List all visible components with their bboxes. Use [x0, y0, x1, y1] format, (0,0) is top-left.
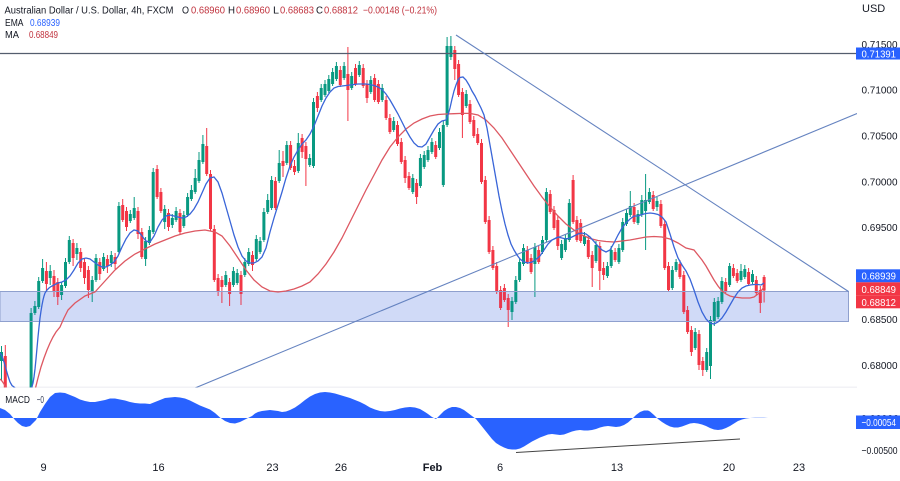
svg-text:0.68683: 0.68683: [280, 6, 314, 17]
svg-text:6: 6: [497, 462, 503, 474]
svg-text:0.68812: 0.68812: [324, 6, 358, 17]
svg-text:−0.00500: −0.00500: [862, 445, 898, 457]
svg-text:0.68849: 0.68849: [862, 284, 897, 296]
svg-text:0.68000: 0.68000: [862, 360, 898, 372]
svg-text:MACD: MACD: [5, 395, 30, 406]
svg-text:Feb: Feb: [423, 462, 443, 474]
svg-text:0.68849: 0.68849: [29, 30, 58, 41]
svg-text:26: 26: [335, 462, 347, 474]
svg-text:L: L: [273, 6, 279, 17]
svg-text:Australian Dollar / U.S. Dolla: Australian Dollar / U.S. Dollar, 4h, FXC…: [5, 6, 174, 17]
svg-text:EMA: EMA: [5, 18, 24, 29]
svg-text:0.68939: 0.68939: [30, 18, 60, 29]
svg-text:C: C: [316, 6, 323, 17]
svg-text:16: 16: [152, 462, 164, 474]
svg-text:0.68960: 0.68960: [191, 6, 225, 17]
svg-text:USD: USD: [862, 3, 885, 15]
svg-text:23: 23: [793, 462, 805, 474]
svg-text:0.69500: 0.69500: [862, 222, 898, 234]
svg-text:23: 23: [266, 462, 278, 474]
svg-text:20: 20: [723, 462, 735, 474]
svg-text:0.71391: 0.71391: [862, 48, 897, 60]
svg-text:MA: MA: [5, 30, 19, 41]
svg-text:H: H: [228, 6, 235, 17]
svg-text:0.71000: 0.71000: [862, 85, 898, 97]
svg-text:0.68960: 0.68960: [236, 6, 270, 17]
svg-text:−0: −0: [37, 395, 45, 406]
svg-text:−0.00054: −0.00054: [862, 417, 897, 429]
svg-text:0.68500: 0.68500: [862, 314, 898, 326]
svg-text:0.70000: 0.70000: [862, 176, 898, 188]
svg-text:9: 9: [40, 462, 46, 474]
svg-text:0.70500: 0.70500: [862, 131, 898, 143]
svg-text:−0.00148 (−0.21%): −0.00148 (−0.21%): [363, 6, 437, 17]
svg-text:13: 13: [611, 462, 623, 474]
svg-text:O: O: [182, 6, 189, 17]
svg-text:0.68812: 0.68812: [862, 297, 897, 309]
svg-text:0.68939: 0.68939: [862, 271, 897, 283]
